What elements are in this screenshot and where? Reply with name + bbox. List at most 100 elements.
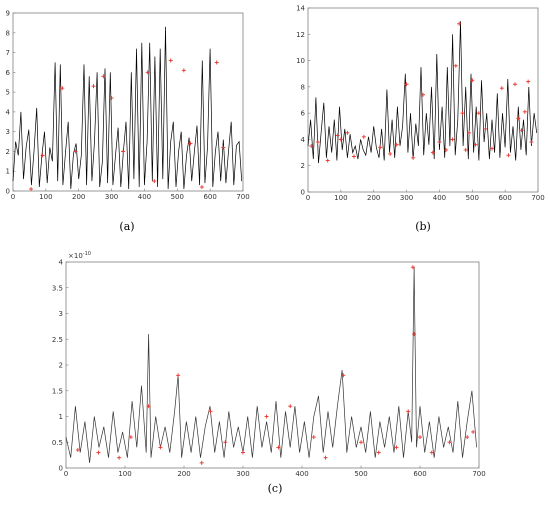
x-tick-label: 500: [466, 194, 479, 202]
y-tick-label: 0: [59, 465, 63, 473]
y-tick-label: 1.5: [52, 387, 63, 395]
panel-b: 0 100 200 300 400 500 600 700 0 2 4 6 8 10 12 14 (b): [296, 5, 545, 234]
peak-marker: [101, 74, 106, 79]
x-tick-label: 100: [118, 470, 131, 478]
peak-marker: [378, 145, 383, 150]
y-tick-label: 0: [6, 188, 10, 196]
x-tick-label: 600: [413, 470, 426, 478]
peak-marker: [152, 179, 157, 184]
panel-c: 0 100 200 300 400 500 600 70000.511.522.533.54 …: [52, 251, 486, 495]
y-tick-label: 9: [6, 10, 10, 18]
peak-marker: [463, 147, 468, 152]
y-tick-label: 4: [301, 136, 306, 144]
peak-marker: [412, 332, 417, 337]
peak-marker: [429, 450, 434, 455]
x-tick-label: 0: [306, 194, 310, 202]
peak-marker: [128, 435, 133, 440]
peak-marker: [117, 455, 122, 460]
x-tick-label: 700: [472, 470, 485, 478]
peak-marker: [199, 185, 204, 190]
x-tick-label: 100: [39, 193, 52, 201]
x-tick-label: 300: [105, 193, 118, 201]
exponent-base: ×10: [68, 252, 83, 260]
caption-a: (a): [119, 220, 134, 233]
peak-marker: [96, 450, 101, 455]
y-tick-label: 8: [301, 83, 305, 91]
peak-marker: [453, 63, 458, 68]
y-tick-label: 3: [6, 128, 10, 136]
tick-labels-a: 0 100 200 300 400 500 600 700 0 1 2 3 4 5 6 7 8 9: [6, 10, 250, 202]
peak-marker: [221, 145, 226, 150]
y-tick-label: 2: [301, 162, 305, 170]
peak-marker: [450, 137, 455, 142]
peak-marker: [473, 142, 478, 147]
peak-marker: [526, 79, 531, 84]
peak-marker: [476, 111, 481, 116]
peak-marker: [513, 82, 517, 87]
x-tick-label: 600: [498, 194, 511, 202]
peak-marker: [447, 440, 452, 445]
peak-marker: [483, 126, 488, 131]
y-tick-label: 7: [6, 49, 10, 57]
peak-marker: [394, 142, 399, 147]
peak-marker: [73, 149, 78, 154]
peak-marker: [176, 373, 181, 378]
caption-c: (c): [268, 482, 283, 495]
peak-marker: [519, 128, 524, 133]
peak-marker: [394, 445, 399, 450]
y-exponent-label: ×10-10: [68, 251, 91, 260]
peak-marker: [490, 146, 494, 151]
plot-frame-c: [65, 261, 480, 469]
peak-marker: [188, 141, 193, 146]
x-tick-label: 700: [236, 193, 249, 201]
peak-marker: [345, 130, 350, 135]
y-tick-label: 3: [59, 310, 63, 318]
peak-marker: [121, 149, 126, 154]
peak-marker: [341, 373, 346, 378]
peak-marker: [437, 140, 442, 145]
x-tick-label: 300: [400, 194, 413, 202]
peak-marker: [465, 435, 470, 440]
y-tick-label: 2: [6, 148, 10, 156]
peak-marker: [241, 450, 245, 455]
series-line-c: [65, 267, 477, 463]
peak-marker: [404, 82, 409, 87]
x-tick-label: 0: [64, 470, 68, 478]
markers-c: [75, 265, 476, 465]
y-tick-label: 4: [6, 108, 11, 116]
x-tick-label: 700: [531, 194, 544, 202]
peak-marker: [40, 153, 45, 158]
peak-marker: [506, 153, 511, 158]
peak-marker: [471, 429, 476, 434]
x-tick-label: 400: [138, 193, 151, 201]
series-line-b: [307, 21, 538, 164]
y-tick-label: 12: [296, 31, 305, 39]
x-tick-label: 200: [72, 193, 85, 201]
peak-marker: [214, 60, 219, 65]
peak-marker: [359, 440, 363, 445]
y-tick-label: 8: [6, 29, 10, 37]
peak-marker: [421, 92, 425, 97]
peak-marker: [335, 133, 340, 138]
tick-labels-b: 0 100 200 300 400 500 600 700 0 2 4 6 8 10 12 14: [296, 5, 545, 203]
x-tick-label: 400: [433, 194, 446, 202]
y-tick-label: 1: [6, 168, 10, 176]
peak-marker: [146, 404, 151, 409]
y-tick-label: 2.5: [52, 336, 63, 344]
peak-marker: [444, 147, 448, 152]
panel-a: 0 100 200 300 400 500 600 700 0 1 2 3 4 5 6 7 8 9 (a): [6, 10, 250, 234]
peak-marker: [208, 409, 213, 414]
peak-marker: [288, 404, 293, 409]
y-tick-label: 0: [301, 189, 305, 197]
y-tick-label: 5: [6, 89, 10, 97]
peak-marker: [223, 440, 228, 445]
peak-marker: [309, 144, 314, 148]
markers-a: [29, 58, 226, 192]
x-tick-label: 200: [177, 470, 190, 478]
y-tick-label: 6: [301, 110, 306, 118]
peak-marker: [499, 86, 504, 91]
y-tick-label: 6: [6, 69, 11, 77]
plot-frame-b: [307, 7, 539, 193]
y-tick-label: 1: [59, 413, 63, 421]
